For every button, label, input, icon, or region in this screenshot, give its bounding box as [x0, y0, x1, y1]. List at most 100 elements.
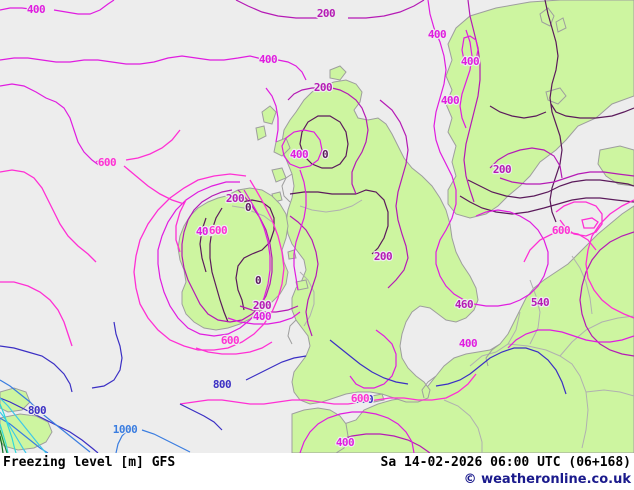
- contour-400-scotland-ring: [281, 129, 323, 169]
- contour-400-east-a: [427, 0, 549, 307]
- contour-600-atlantic: [0, 281, 73, 347]
- contour-1400-b: [0, 423, 9, 453]
- contour-400-gb-spine: [293, 169, 307, 291]
- contour-800-mid: [179, 355, 307, 431]
- contour-200-east2: [489, 147, 563, 179]
- contour-1200-a: [0, 397, 47, 453]
- forecast-valid-time: Sa 14-02-2026 06:00 UTC (06+168): [380, 455, 631, 470]
- contour-label: 400: [259, 53, 277, 66]
- contour-label: 600: [98, 156, 116, 169]
- contour-600-mid: [95, 129, 181, 163]
- contour-0-ne-england-2: [289, 191, 356, 195]
- contour-800-sw: [0, 397, 99, 453]
- land-hebrides-2: [255, 125, 267, 141]
- contour-0-ireland-2: [209, 207, 229, 323]
- contour-label: 400: [441, 94, 459, 107]
- contour-label: 200: [226, 192, 244, 205]
- contour-label: 540: [531, 296, 549, 309]
- contour-group-600: [0, 129, 634, 405]
- contour-label: 400: [253, 310, 271, 323]
- contour-200-scotland: [287, 87, 369, 195]
- contour-200-east: [463, 0, 481, 203]
- contour-label: 0: [255, 274, 261, 287]
- contour-0-ne-england: [355, 189, 389, 255]
- land-norway: [445, 0, 634, 219]
- contour-400-ire-sea-s: [227, 311, 301, 325]
- contour-200-fr: [339, 433, 431, 453]
- contour-400-topleft: [0, 0, 115, 15]
- contour-label: 400: [196, 225, 214, 238]
- contour-600-nl: [523, 231, 597, 263]
- contour-label: 200: [253, 299, 271, 312]
- continent-borders: [443, 255, 634, 453]
- contour-label: 1000: [113, 423, 138, 436]
- map-title: Freezing level [m] GFS: [3, 455, 176, 470]
- land-brittany: [291, 407, 349, 453]
- land-great-britain: [281, 79, 479, 405]
- freezing-level-map[interactable]: 400 200 400 400 400 200 400 600 400 0 200 200 0 400 60…: [0, 0, 634, 453]
- landmass-layer: [0, 0, 634, 453]
- contour-0-denmark-hook: [550, 103, 634, 119]
- contour-label: 800: [213, 378, 231, 391]
- coastline-detail-layer: [281, 173, 501, 399]
- contour-group-1600: [0, 429, 8, 453]
- contour-400-left: [0, 83, 101, 167]
- contour-label: 400: [290, 148, 308, 161]
- contour-label: 600: [552, 224, 570, 237]
- land-ireland: [177, 187, 289, 331]
- contour-0-ns-lower: [467, 179, 634, 199]
- contour-label: 200: [314, 81, 332, 94]
- contour-group-200: [181, 0, 634, 453]
- land-denmark: [597, 145, 634, 187]
- contour-1400-a: [0, 403, 17, 453]
- contour-200-ne-sea: [499, 171, 634, 185]
- contour-200-far-right: [579, 231, 634, 357]
- contour-label: 400: [459, 337, 477, 350]
- contour-group-400: [0, 0, 634, 453]
- contour-1800-a: [0, 435, 4, 453]
- contour-0-north-sea: [489, 105, 547, 119]
- contour-600-ne: [585, 199, 634, 319]
- contour-600-ire-s: [195, 341, 273, 355]
- contour-400-blob: [461, 35, 479, 65]
- contour-400-w-scotland: [265, 87, 279, 143]
- map-footer: Freezing level [m] GFS Sa 14-02-2026 06:…: [0, 453, 634, 490]
- contour-200-north: [235, 0, 425, 19]
- land-hebrides-1: [261, 105, 277, 125]
- contour-1000-main: [0, 379, 191, 453]
- contour-label: 400: [27, 3, 45, 16]
- contour-200-e-scotland: [379, 99, 409, 289]
- contour-1000-arc: [115, 429, 129, 453]
- contour-400-s-england: [349, 329, 397, 389]
- contour-label: 460: [455, 298, 473, 311]
- contour-600-s-england: [179, 373, 477, 405]
- contour-label: 200: [493, 163, 511, 176]
- contour-800-left-arc: [0, 321, 123, 393]
- contour-400-mid-left: [0, 55, 307, 81]
- contour-600-ireland-out: [133, 173, 285, 351]
- contour-label: 600: [221, 334, 239, 347]
- copyright-notice[interactable]: © weatheronline.co.uk: [463, 472, 631, 487]
- contour-0-scotland: [299, 115, 349, 169]
- contour-label: 800: [28, 404, 46, 417]
- contour-400-channel: [299, 411, 415, 453]
- contour-label: 400: [336, 436, 354, 449]
- contour-400-ireland: [157, 181, 271, 337]
- contour-0-ns-lower2: [459, 195, 634, 215]
- contour-label: 800: [355, 393, 373, 406]
- ireland-border: [231, 205, 273, 223]
- contour-400-east-b: [459, 29, 473, 129]
- land-orkney: [329, 65, 347, 81]
- contour-label: 200: [374, 250, 392, 263]
- contour-400-lowcountries: [507, 329, 634, 349]
- contour-group-1400: [0, 403, 17, 453]
- contour-1600-a: [0, 429, 8, 453]
- contour-600-ire-w-inner: [175, 199, 187, 253]
- contour-label: 600: [351, 392, 369, 405]
- contour-200-ireland: [181, 189, 273, 323]
- land-shetland-2: [555, 17, 567, 33]
- contour-800-right: [329, 339, 567, 395]
- contour-label: 200: [317, 7, 335, 20]
- contour-group-0: [199, 0, 634, 323]
